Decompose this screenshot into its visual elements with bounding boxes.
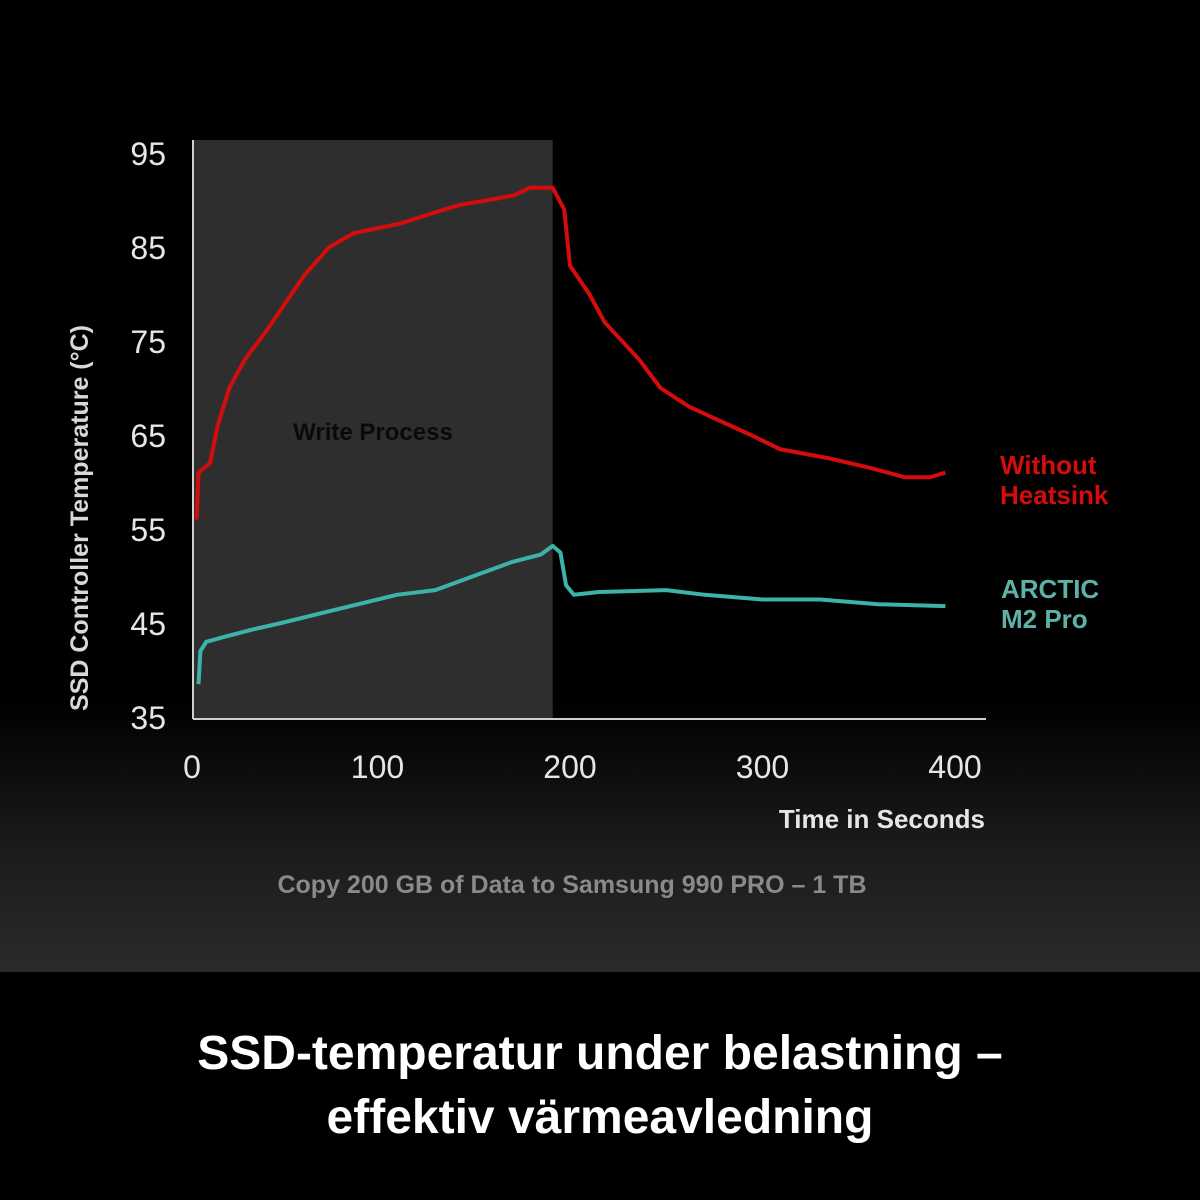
y-tick-label: 45 <box>130 606 166 642</box>
x-tick-label: 300 <box>736 749 789 785</box>
y-tick-label: 75 <box>130 324 166 360</box>
y-tick-label: 35 <box>130 700 166 736</box>
x-tick-label: 100 <box>351 749 404 785</box>
caption-line-2: effektiv värmeavledning <box>326 1091 874 1144</box>
y-axis-label: SSD Controller Temperature (°C) <box>66 325 94 711</box>
caption: SSD-temperatur under belastning – effekt… <box>0 972 1200 1200</box>
chart-subtitle: Copy 200 GB of Data to Samsung 990 PRO –… <box>277 871 866 899</box>
x-tick-label: 0 <box>183 749 201 785</box>
temperature-chart: Write Process 35 45 55 65 75 85 95 0 100 200 300 4… <box>66 136 1109 899</box>
y-tick-label: 55 <box>130 512 166 548</box>
legend-without-heatsink-line2: Heatsink <box>1000 480 1109 510</box>
y-tick-label: 95 <box>130 136 166 172</box>
x-tick-label: 200 <box>543 749 596 785</box>
chart-area: Write Process 35 45 55 65 75 85 95 0 100 200 300 4… <box>0 0 1200 972</box>
legend-arctic-line1: ARCTIC <box>1001 574 1099 604</box>
legend-arctic-line2: M2 Pro <box>1001 604 1088 634</box>
write-process-label: Write Process <box>293 419 453 446</box>
x-tick-label: 400 <box>928 749 981 785</box>
series-line-arctic-m2-pro <box>196 543 946 685</box>
x-axis-label: Time in Seconds <box>779 804 985 834</box>
series-line-without-heatsink <box>194 185 946 520</box>
y-tick-label: 65 <box>130 418 166 454</box>
legend-without-heatsink-line1: Without <box>1000 450 1097 480</box>
y-tick-label: 85 <box>130 230 166 266</box>
caption-line-1: SSD-temperatur under belastning – <box>197 1027 1003 1080</box>
write-process-region <box>193 140 553 719</box>
